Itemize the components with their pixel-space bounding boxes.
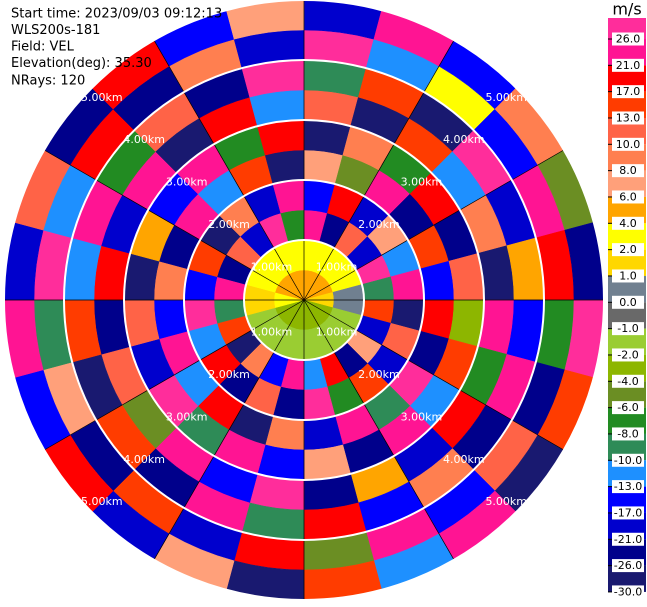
info-line: WLS200s-181 (11, 23, 100, 38)
info-line: NRays: 120 (11, 74, 85, 89)
colorbar-label-bg (612, 137, 644, 151)
range-ring-label: 3.00km (166, 410, 208, 423)
spoke (303, 299, 455, 560)
info-block: Start time: 2023/09/03 09:12:13WLS200s-1… (11, 7, 222, 89)
range-ring-label: 2.00km (358, 368, 400, 381)
colorbar-label: 1.0 (619, 269, 637, 282)
info-line: Start time: 2023/09/03 09:12:13 (11, 7, 222, 22)
spoke (303, 299, 564, 451)
spoke (153, 40, 305, 301)
colorbar-label-bg (612, 111, 644, 125)
range-ring-label: 2.00km (358, 218, 400, 231)
colorbar-label: 21.0 (616, 59, 641, 72)
spoke (44, 149, 305, 301)
colorbar-label: 2.0 (619, 243, 637, 256)
info-line: Field: VEL (11, 40, 75, 55)
colorbar: m/s 26.0 21.0 17.0 13.0 10.0 8.0 6.0 4.0 2.0 1.0 0… (608, 0, 646, 599)
colorbar-label: -2.0 (617, 348, 638, 361)
spoke (153, 299, 305, 560)
spoke (303, 40, 455, 301)
colorbar-label-bg (612, 32, 644, 46)
colorbar-label-bg (612, 190, 644, 204)
range-ring-label: 4.00km (123, 133, 165, 146)
range-ring (3, 0, 605, 601)
colorbar-label: -30.0 (614, 585, 642, 598)
range-ring-label: 2.00km (208, 218, 250, 231)
colorbar-label-bg (612, 243, 644, 257)
colorbar-label-bg (612, 506, 644, 520)
colorbar-label: -13.0 (614, 480, 642, 493)
range-ring-label: 1.00km (316, 326, 358, 339)
colorbar-label: -8.0 (617, 427, 638, 440)
range-ring-label: 4.00km (123, 453, 165, 466)
colorbar-label-bg (612, 559, 644, 573)
spoke (303, 149, 564, 301)
colorbar-label: 26.0 (616, 33, 641, 46)
range-ring-label: 4.00km (443, 453, 485, 466)
colorbar-label-bg (612, 532, 644, 546)
range-ring (123, 119, 485, 481)
range-ring-label: 3.00km (401, 176, 443, 189)
polar-grid: 1.00km 1.00km 1.00km 1.00km 2.00km 2.00km 2.00… (3, 0, 605, 601)
colorbar-label-bg (612, 58, 644, 72)
colorbar-label: -21.0 (614, 533, 642, 546)
colorbar-label: 4.0 (619, 217, 637, 230)
colorbar-label: -10.0 (614, 454, 642, 467)
colorbar-label-bg (612, 374, 644, 388)
colorbar-label: 8.0 (619, 164, 637, 177)
ppi-field (3, 0, 605, 601)
colorbar-label: 13.0 (616, 111, 641, 124)
colorbar-label-bg (612, 85, 644, 99)
range-ring (63, 59, 545, 541)
colorbar-label-bg (612, 427, 644, 441)
colorbar-label: 6.0 (619, 190, 637, 203)
range-ring-label: 5.00km (485, 495, 527, 508)
colorbar-title: m/s (612, 0, 641, 19)
colorbar-label-bg (612, 480, 644, 494)
colorbar-label: 10.0 (616, 138, 641, 151)
range-ring-label: 5.00km (485, 91, 527, 104)
colorbar-label: -4.0 (617, 375, 638, 388)
colorbar-label: -6.0 (617, 401, 638, 414)
colorbar-label-bg (612, 322, 644, 336)
colorbar-label: 17.0 (616, 85, 641, 98)
colorbar-label-bg (612, 216, 644, 230)
range-ring-label: 4.00km (443, 133, 485, 146)
range-ring-label: 3.00km (166, 176, 208, 189)
colorbar-label: 0.0 (619, 296, 637, 309)
colorbar-label-bg (612, 164, 644, 178)
colorbar-label-bg (612, 453, 644, 467)
range-ring-label: 1.00km (316, 260, 358, 273)
colorbar-label-bg (612, 585, 644, 599)
colorbar-label-bg (612, 295, 644, 309)
range-ring-label: 2.00km (208, 368, 250, 381)
colorbar-label: -1.0 (617, 322, 638, 335)
range-ring (183, 179, 425, 421)
colorbar-label-bg (612, 401, 644, 415)
range-ring-label: 1.00km (251, 260, 293, 273)
colorbar-label-bg (612, 348, 644, 362)
colorbar-label: -26.0 (614, 559, 642, 572)
colorbar-label: -17.0 (614, 506, 642, 519)
info-line: Elevation(deg): 35.30 (11, 56, 152, 71)
range-ring-label: 3.00km (401, 410, 443, 423)
range-ring-label: 5.00km (81, 91, 123, 104)
spoke (44, 299, 305, 451)
range-ring-label: 1.00km (251, 326, 293, 339)
colorbar-label-bg (612, 269, 644, 283)
range-ring (243, 239, 365, 361)
range-ring-label: 5.00km (81, 495, 123, 508)
